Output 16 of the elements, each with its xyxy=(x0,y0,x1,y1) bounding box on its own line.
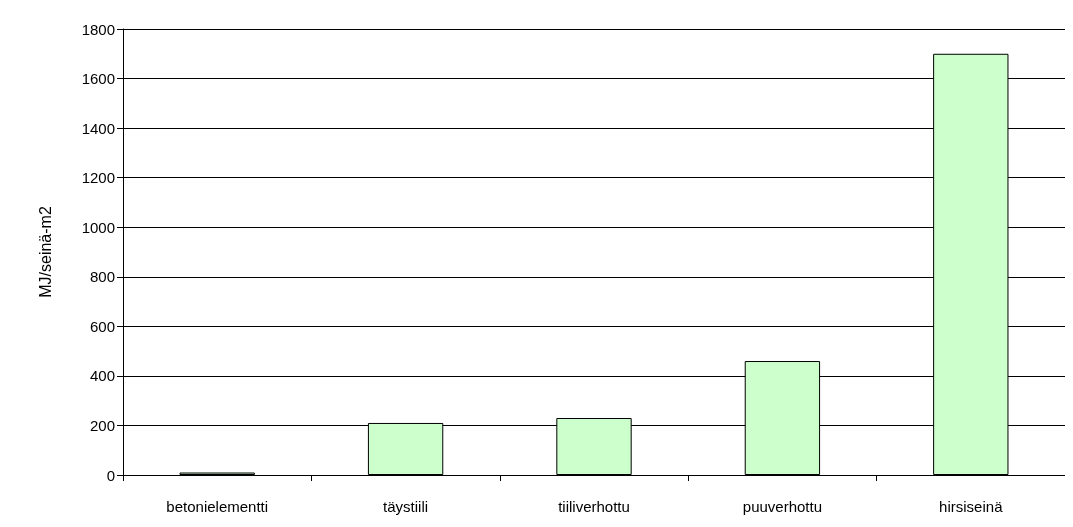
x-tick-label: puuverhottu xyxy=(742,498,823,515)
y-tick-label: 600 xyxy=(89,317,115,335)
y-tick-label: 1600 xyxy=(81,70,115,88)
y-tick-label: 1200 xyxy=(81,169,115,187)
x-tick-label: betonielementti xyxy=(166,498,269,515)
y-tick-label: 1400 xyxy=(81,119,115,137)
y-tick-label: 1000 xyxy=(81,218,115,236)
y-axis-title: MJ/seinä-m2 xyxy=(36,206,54,298)
x-tick-label: täystiili xyxy=(383,498,429,515)
y-tick-label: 1800 xyxy=(81,20,115,38)
y-tick-label: 0 xyxy=(106,466,115,484)
x-tick-label: hirsiseinä xyxy=(939,498,1004,515)
y-tick-label: 800 xyxy=(89,268,115,286)
y-tick-label: 200 xyxy=(89,416,115,434)
y-tick-label: 400 xyxy=(89,367,115,385)
x-tick-label: tiiliverhottu xyxy=(558,498,630,515)
